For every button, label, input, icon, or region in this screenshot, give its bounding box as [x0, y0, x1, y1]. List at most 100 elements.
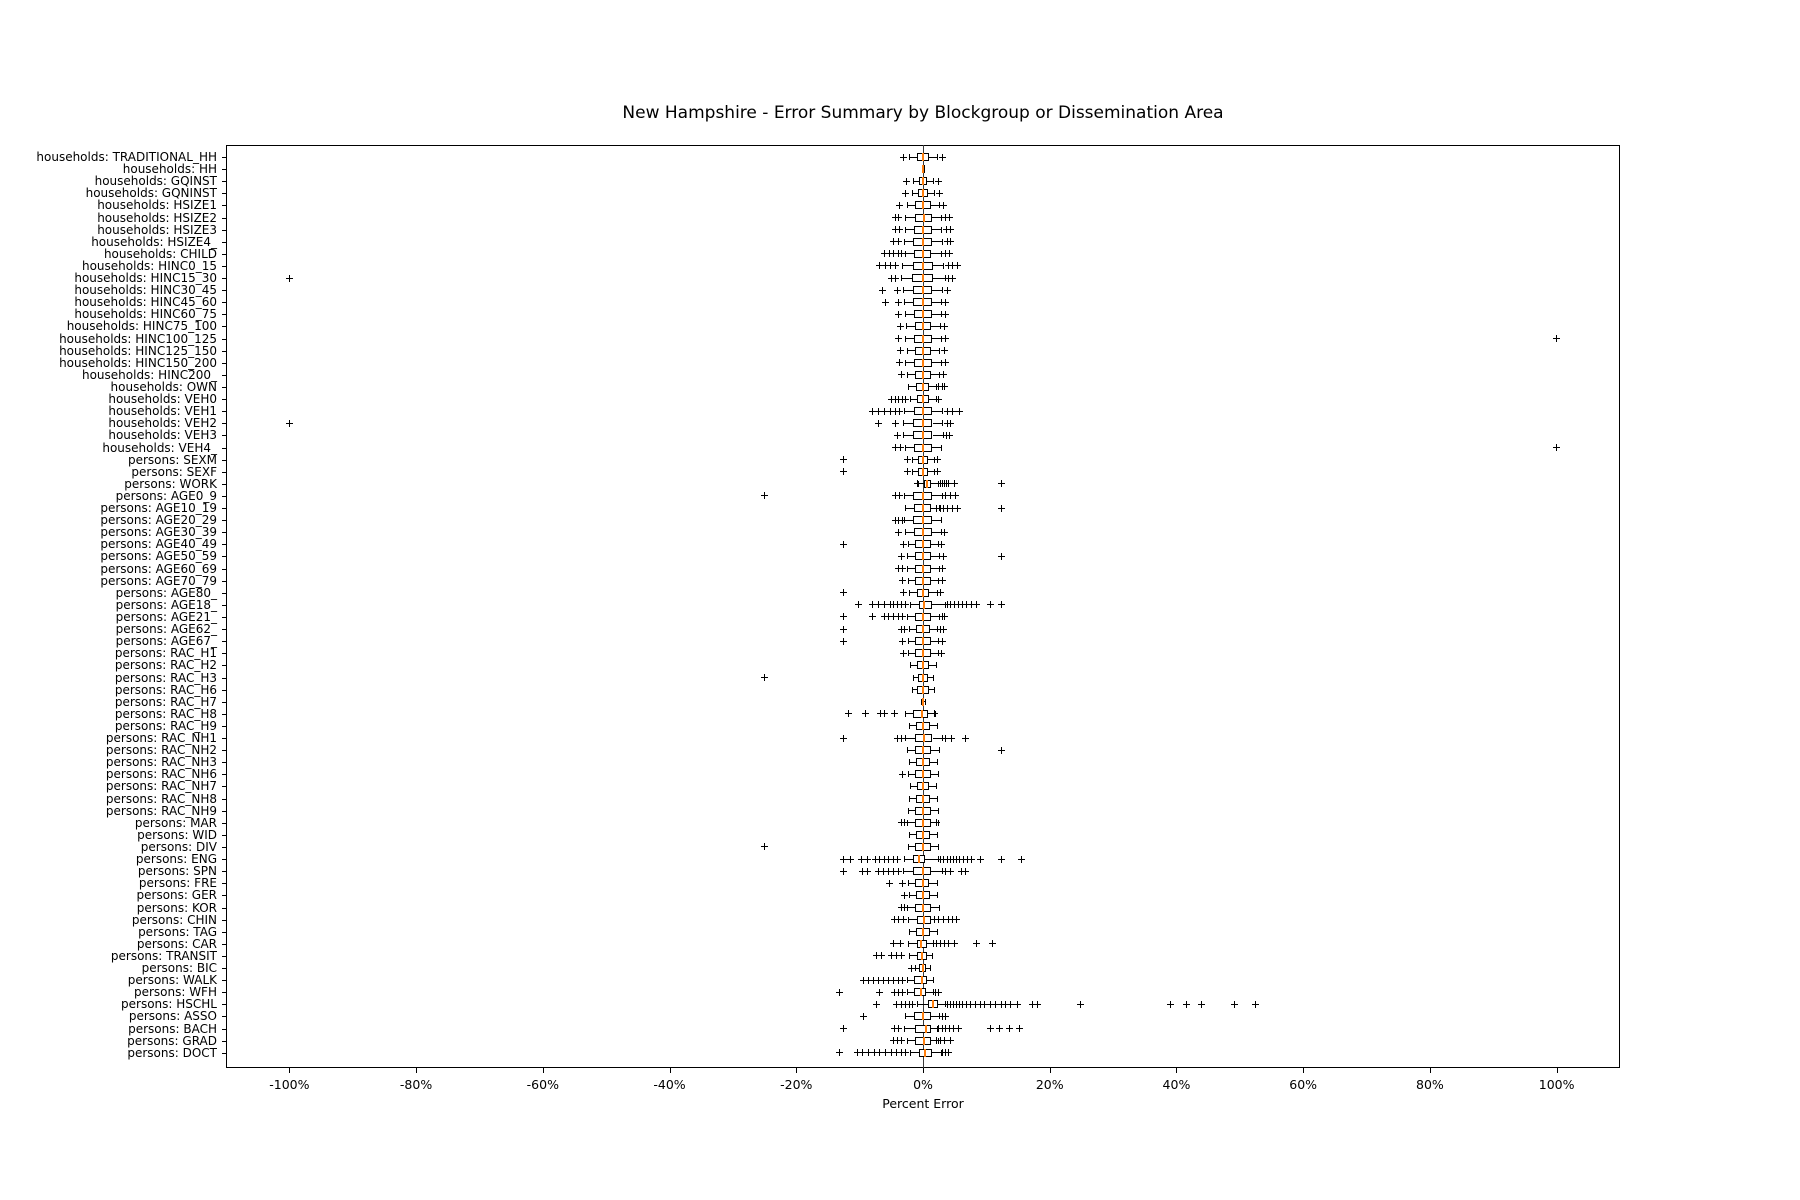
whisker-cap — [940, 311, 942, 318]
whisker-line — [905, 325, 915, 327]
whisker-line — [907, 919, 917, 921]
whisker-cap — [907, 541, 909, 548]
whisker-line — [931, 374, 940, 376]
x-tick — [796, 1068, 798, 1073]
whisker-line — [929, 386, 937, 388]
median-line — [922, 528, 924, 537]
flier-marker — [1166, 1000, 1174, 1008]
flier-marker — [901, 1000, 909, 1008]
median-line — [922, 625, 924, 634]
flier-marker — [935, 189, 943, 197]
flier-marker — [986, 1000, 994, 1008]
chart-title: New Hampshire - Error Summary by Blockgr… — [622, 103, 1224, 123]
flier-marker — [880, 407, 888, 415]
whisker-line — [931, 301, 942, 303]
whisker-line — [929, 894, 937, 896]
y-tick — [222, 544, 226, 546]
flier-marker — [901, 1049, 909, 1057]
flier-marker — [939, 552, 947, 560]
median-line — [922, 782, 924, 791]
y-tick-label: households: GQINST — [94, 174, 217, 189]
y-tick-label: households: HINC15_30 — [74, 271, 217, 286]
whisker-cap — [902, 262, 904, 269]
flier-marker — [948, 407, 956, 415]
flier-marker — [963, 1000, 971, 1008]
y-tick — [222, 350, 226, 352]
y-tick-label: persons: RAC_NH7 — [105, 779, 217, 794]
whisker-line — [930, 810, 939, 812]
flier-marker — [876, 855, 884, 863]
whisker-line — [906, 979, 915, 981]
whisker-cap — [934, 190, 936, 197]
y-tick — [222, 169, 226, 171]
flier-marker — [941, 528, 949, 536]
whisker-line — [931, 1052, 941, 1054]
flier-marker — [952, 492, 960, 500]
whisker-cap — [905, 505, 907, 512]
median-line — [922, 491, 924, 500]
median-line — [922, 697, 924, 706]
flier-marker — [967, 1000, 975, 1008]
y-tick-label: persons: HSCHL — [121, 997, 217, 1012]
flier-marker — [891, 407, 899, 415]
y-tick-label: households: VEH3 — [108, 428, 217, 443]
y-tick — [222, 580, 226, 582]
median-line — [922, 213, 925, 222]
y-tick — [222, 798, 226, 800]
whisker-cap — [935, 783, 937, 790]
flier-marker — [900, 153, 908, 161]
whisker-cap — [904, 226, 906, 233]
whisker-line — [909, 798, 917, 800]
y-tick-label: persons: SEXF — [131, 464, 217, 479]
flier-marker — [942, 492, 950, 500]
whisker-line — [929, 398, 936, 400]
whisker-cap — [907, 916, 909, 923]
flier-marker — [897, 734, 905, 742]
y-tick-label: households: HINC125_150 — [59, 343, 217, 358]
flier-marker — [899, 916, 907, 924]
flier-marker — [934, 1025, 942, 1033]
y-tick-label: persons: RAC_NH9 — [105, 803, 217, 818]
flier-marker — [986, 1025, 994, 1033]
flier-marker — [998, 504, 1006, 512]
whisker-line — [917, 483, 925, 485]
y-tick-label: persons: RAC_NH3 — [105, 755, 217, 770]
whisker-cap — [940, 323, 942, 330]
whisker-line — [909, 156, 918, 158]
y-tick — [222, 919, 226, 921]
flier-marker — [897, 347, 905, 355]
whisker-cap — [903, 238, 905, 245]
flier-marker — [853, 1049, 861, 1057]
flier-marker — [1018, 855, 1026, 863]
whisker-cap — [936, 831, 938, 838]
y-tick — [222, 616, 226, 618]
whisker-cap — [911, 456, 913, 463]
flier-marker — [897, 552, 905, 560]
y-tick-label: persons: RAC_NH1 — [105, 731, 217, 746]
whisker-line — [931, 555, 940, 557]
whisker-cap — [936, 795, 938, 802]
flier-marker — [886, 601, 894, 609]
whisker-line — [903, 410, 915, 412]
whisker-cap — [939, 904, 941, 911]
median-line — [922, 286, 924, 295]
whisker-line — [909, 834, 917, 836]
y-tick-label: persons: TRANSIT — [110, 948, 217, 963]
whisker-cap — [940, 359, 942, 366]
flier-marker — [1005, 1025, 1013, 1033]
median-line — [922, 830, 924, 839]
y-tick — [222, 290, 226, 292]
flier-marker — [903, 177, 911, 185]
flier-marker — [839, 867, 847, 875]
flier-marker — [909, 1000, 917, 1008]
flier-marker — [897, 601, 905, 609]
median-line — [922, 818, 924, 827]
y-tick-label: persons: FRE — [138, 876, 217, 891]
y-tick — [222, 931, 226, 933]
whisker-cap — [906, 747, 908, 754]
whisker-cap — [904, 444, 906, 451]
y-tick-label: households: HSIZE2 — [97, 210, 217, 225]
flier-marker — [859, 1012, 867, 1020]
flier-marker — [887, 262, 895, 270]
whisker-line — [932, 265, 944, 267]
